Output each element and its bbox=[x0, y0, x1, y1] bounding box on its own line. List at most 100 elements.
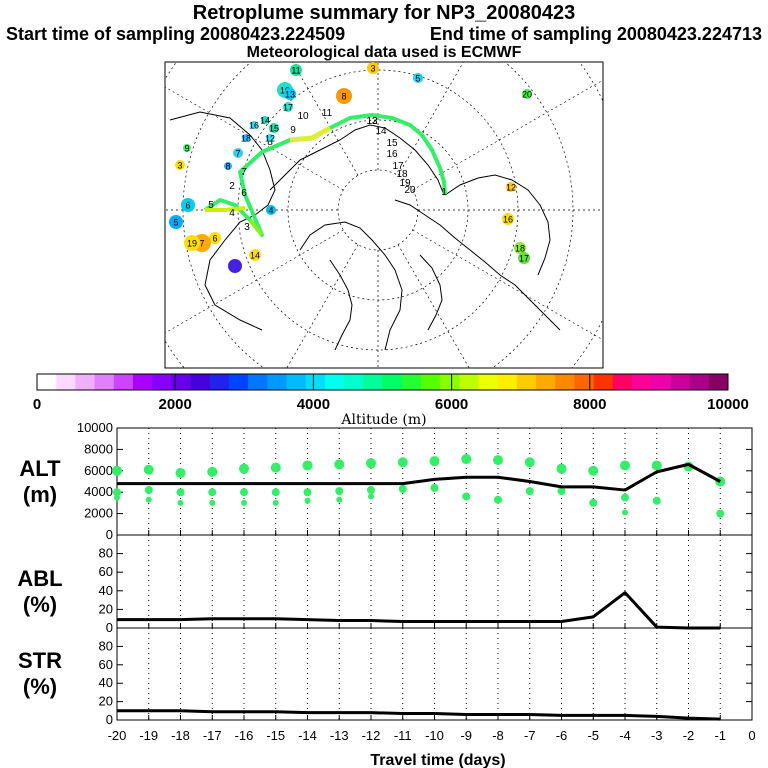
altitude-cluster-dot bbox=[113, 488, 121, 497]
y-tick-label: 80 bbox=[99, 638, 113, 653]
plume-cluster-label: 5 bbox=[173, 218, 178, 228]
plume-cluster-label: 8 bbox=[225, 162, 230, 172]
plume-cluster-marker bbox=[184, 235, 200, 251]
altitude-cluster-dot bbox=[461, 454, 472, 465]
altitude-cluster-dot bbox=[207, 466, 218, 477]
trajectory-day-label: 14 bbox=[375, 126, 387, 137]
trajectory-day-label: 16 bbox=[386, 149, 398, 160]
y-tick-label: 40 bbox=[99, 583, 113, 598]
plume-cluster-marker bbox=[183, 144, 191, 152]
x-tick-label: -12 bbox=[362, 728, 381, 743]
plume-cluster-label: 7 bbox=[235, 149, 240, 159]
plume-cluster-label: 5 bbox=[415, 74, 420, 84]
x-tick-label: -6 bbox=[556, 728, 568, 743]
altitude-cluster-dot bbox=[621, 493, 629, 502]
x-tick-label: -7 bbox=[524, 728, 536, 743]
altitude-cluster-dot bbox=[304, 497, 311, 504]
plume-cluster-marker bbox=[175, 160, 185, 170]
colorbar-swatch bbox=[612, 374, 633, 390]
altitude-cluster-dot bbox=[368, 493, 374, 500]
plume-cluster-label: 12 bbox=[506, 183, 516, 193]
y-tick-label: 60 bbox=[99, 564, 113, 579]
colorbar-swatch bbox=[37, 374, 57, 390]
colorbar-swatch bbox=[632, 374, 652, 390]
altitude-cluster-dot bbox=[143, 464, 154, 475]
x-tick-label: -3 bbox=[651, 728, 663, 743]
altitude-cluster-dot bbox=[620, 460, 630, 471]
plume-cluster-label: 9 bbox=[184, 144, 189, 154]
coastline bbox=[444, 174, 551, 276]
altitude-cluster-dot bbox=[335, 487, 344, 496]
colorbar-swatch bbox=[401, 374, 422, 390]
plume-cluster-marker bbox=[169, 215, 183, 229]
x-tick-label: -9 bbox=[460, 728, 472, 743]
y-tick-label: 40 bbox=[99, 675, 113, 690]
altitude-cluster-dot bbox=[176, 488, 185, 497]
meridian-line bbox=[397, 244, 470, 368]
altitude-cluster-dot bbox=[303, 488, 312, 497]
colorbar-swatch bbox=[56, 374, 76, 390]
plume-cluster-label: 18 bbox=[241, 134, 251, 144]
plume-cluster-marker bbox=[283, 102, 293, 112]
coastline bbox=[269, 124, 445, 196]
y-tick-label: 80 bbox=[99, 546, 113, 561]
x-tick-label: -10 bbox=[425, 728, 444, 743]
x-tick-label: -14 bbox=[298, 728, 317, 743]
altitude-cluster-dot bbox=[272, 499, 279, 506]
altitude-cluster-dot bbox=[114, 494, 120, 501]
plume-cluster-label: 11 bbox=[291, 66, 300, 76]
altitude-cluster-dot bbox=[588, 465, 599, 476]
trajectory-day-label: 10 bbox=[297, 111, 309, 122]
plume-cluster-label: 3 bbox=[177, 161, 182, 171]
x-tick-label: -18 bbox=[171, 728, 190, 743]
y-tick-label: 0 bbox=[106, 620, 113, 635]
y-tick-label: 8000 bbox=[84, 441, 113, 456]
colorbar-swatch bbox=[248, 374, 268, 390]
y-tick-label: 0 bbox=[106, 712, 113, 727]
colorbar-swatch bbox=[305, 374, 326, 390]
altitude-cluster-dot bbox=[144, 486, 153, 495]
y-tick-label: 20 bbox=[99, 601, 113, 616]
colorbar-swatch bbox=[152, 374, 172, 390]
plume-cluster-marker bbox=[242, 134, 250, 142]
trajectory-day-label: 1 bbox=[441, 187, 447, 198]
meridian-line bbox=[292, 62, 359, 176]
altitude-cluster-dot bbox=[525, 487, 534, 496]
colorbar-swatch bbox=[132, 374, 153, 390]
colorbar-swatch bbox=[267, 374, 288, 390]
colorbar-swatch bbox=[478, 374, 499, 390]
colorbar-swatch bbox=[497, 374, 518, 390]
x-tick-label: -1 bbox=[714, 728, 726, 743]
end-time: End time of sampling 20080423.224713 bbox=[429, 24, 762, 44]
plume-cluster-marker bbox=[181, 198, 195, 212]
plume-cluster-marker bbox=[269, 123, 279, 133]
plume-cluster-label: 17 bbox=[283, 103, 293, 113]
plume-cluster-marker bbox=[224, 162, 232, 170]
colorbar-tick-label: 4000 bbox=[297, 396, 330, 413]
colorbar-swatch bbox=[286, 374, 307, 390]
altitude-cluster-dot bbox=[241, 499, 247, 506]
plume-cluster-marker bbox=[249, 249, 261, 261]
plume-cluster-label: 12 bbox=[265, 134, 275, 144]
altitude-cluster-dot bbox=[175, 467, 186, 478]
trajectory-day-label: 12 bbox=[366, 116, 378, 127]
trajectory-day-label: 20 bbox=[404, 185, 416, 196]
trajectory-day-label: 19 bbox=[399, 178, 411, 189]
altitude-cluster-dot bbox=[112, 465, 122, 476]
series-line bbox=[117, 591, 721, 630]
colorbar-swatch bbox=[344, 374, 364, 390]
y-tick-label: 20 bbox=[99, 694, 113, 709]
trajectory-day-label: 13 bbox=[366, 116, 378, 127]
altitude-cluster-dot bbox=[556, 463, 567, 474]
y-tick-label: 10000 bbox=[77, 420, 113, 435]
trajectory-day-label: 15 bbox=[386, 138, 398, 149]
plume-cluster-marker bbox=[514, 242, 526, 254]
x-axis-title: Travel time (days) bbox=[370, 752, 505, 768]
colorbar-swatch bbox=[593, 374, 614, 390]
plume-cluster-label: 19 bbox=[187, 239, 197, 249]
altitude-cluster-dot bbox=[367, 486, 375, 495]
colorbar-swatch bbox=[440, 374, 460, 390]
x-tick-label: -13 bbox=[330, 728, 349, 743]
x-tick-label: -5 bbox=[587, 728, 599, 743]
altitude-cluster-dot bbox=[270, 462, 281, 473]
